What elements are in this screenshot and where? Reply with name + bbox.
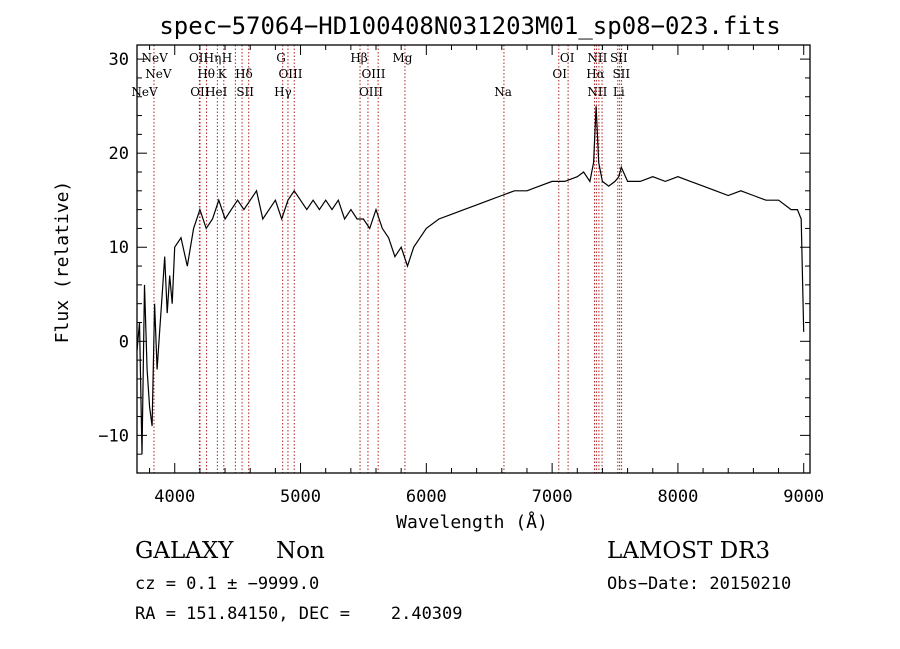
- line-label: Li: [613, 85, 625, 99]
- survey-name: LAMOST DR3: [607, 538, 771, 564]
- line-label: Hα: [586, 67, 605, 81]
- line-label: OIII: [278, 67, 302, 81]
- object-class: GALAXY: [135, 538, 234, 564]
- ra-dec: RA = 151.84150, DEC = 2.40309: [135, 604, 463, 624]
- x-tick-label: 8000: [657, 487, 698, 507]
- axis-ticks: 4000 5000 6000 7000 8000 9000 −10 0 10 20 30: [98, 45, 824, 507]
- line-label: Hβ: [350, 51, 367, 65]
- line-label: OIII: [361, 67, 385, 81]
- line-label: NeV: [131, 85, 158, 99]
- x-tick-label: 5000: [280, 487, 321, 507]
- y-tick-label: 0: [119, 332, 129, 352]
- line-label: SII: [612, 67, 630, 81]
- x-axis-label: Wavelength (Å): [396, 511, 548, 533]
- line-label: SII: [610, 51, 628, 65]
- line-label: SII: [236, 85, 254, 99]
- line-label: K: [218, 67, 228, 81]
- line-label: OII: [190, 85, 210, 99]
- x-tick-label: 7000: [532, 487, 573, 507]
- line-label: OIII: [359, 85, 383, 99]
- line-label: Hγ: [274, 85, 292, 99]
- line-label: OI: [560, 51, 575, 65]
- line-label: Hδ: [235, 67, 253, 81]
- y-axis-label: Flux (relative): [52, 181, 73, 344]
- y-tick-label: −10: [98, 426, 129, 446]
- chart-title: spec−57064−HD100408N031203M01_sp08−023.f…: [159, 12, 780, 40]
- line-label: OII: [189, 51, 209, 65]
- y-tick-label: 20: [109, 144, 129, 164]
- y-tick-label: 30: [109, 50, 129, 70]
- line-label: NeV: [141, 51, 168, 65]
- line-label: Hη: [204, 51, 222, 65]
- plot-frame: [136, 44, 811, 474]
- object-subclass: Non: [276, 538, 325, 564]
- line-label: Na: [494, 85, 512, 99]
- line-label: NeV: [145, 67, 172, 81]
- line-label: Mg: [392, 51, 412, 65]
- line-label: H: [222, 51, 232, 65]
- spectrum-line: [136, 106, 805, 455]
- line-label: Hθ: [197, 67, 215, 81]
- x-tick-label: 6000: [406, 487, 447, 507]
- y-tick-label: 10: [109, 238, 129, 258]
- spectral-line-markers: [153, 45, 623, 473]
- line-label: OI: [552, 67, 567, 81]
- line-label: NII: [587, 85, 607, 99]
- cz-value: cz = 0.1 ± −9999.0: [135, 574, 320, 594]
- line-label: NII: [587, 51, 607, 65]
- obs-date: Obs−Date: 20150210: [607, 574, 792, 594]
- x-tick-label: 9000: [783, 487, 824, 507]
- line-label: G: [276, 51, 286, 65]
- x-tick-label: 4000: [154, 487, 195, 507]
- line-label: HeI: [205, 85, 228, 99]
